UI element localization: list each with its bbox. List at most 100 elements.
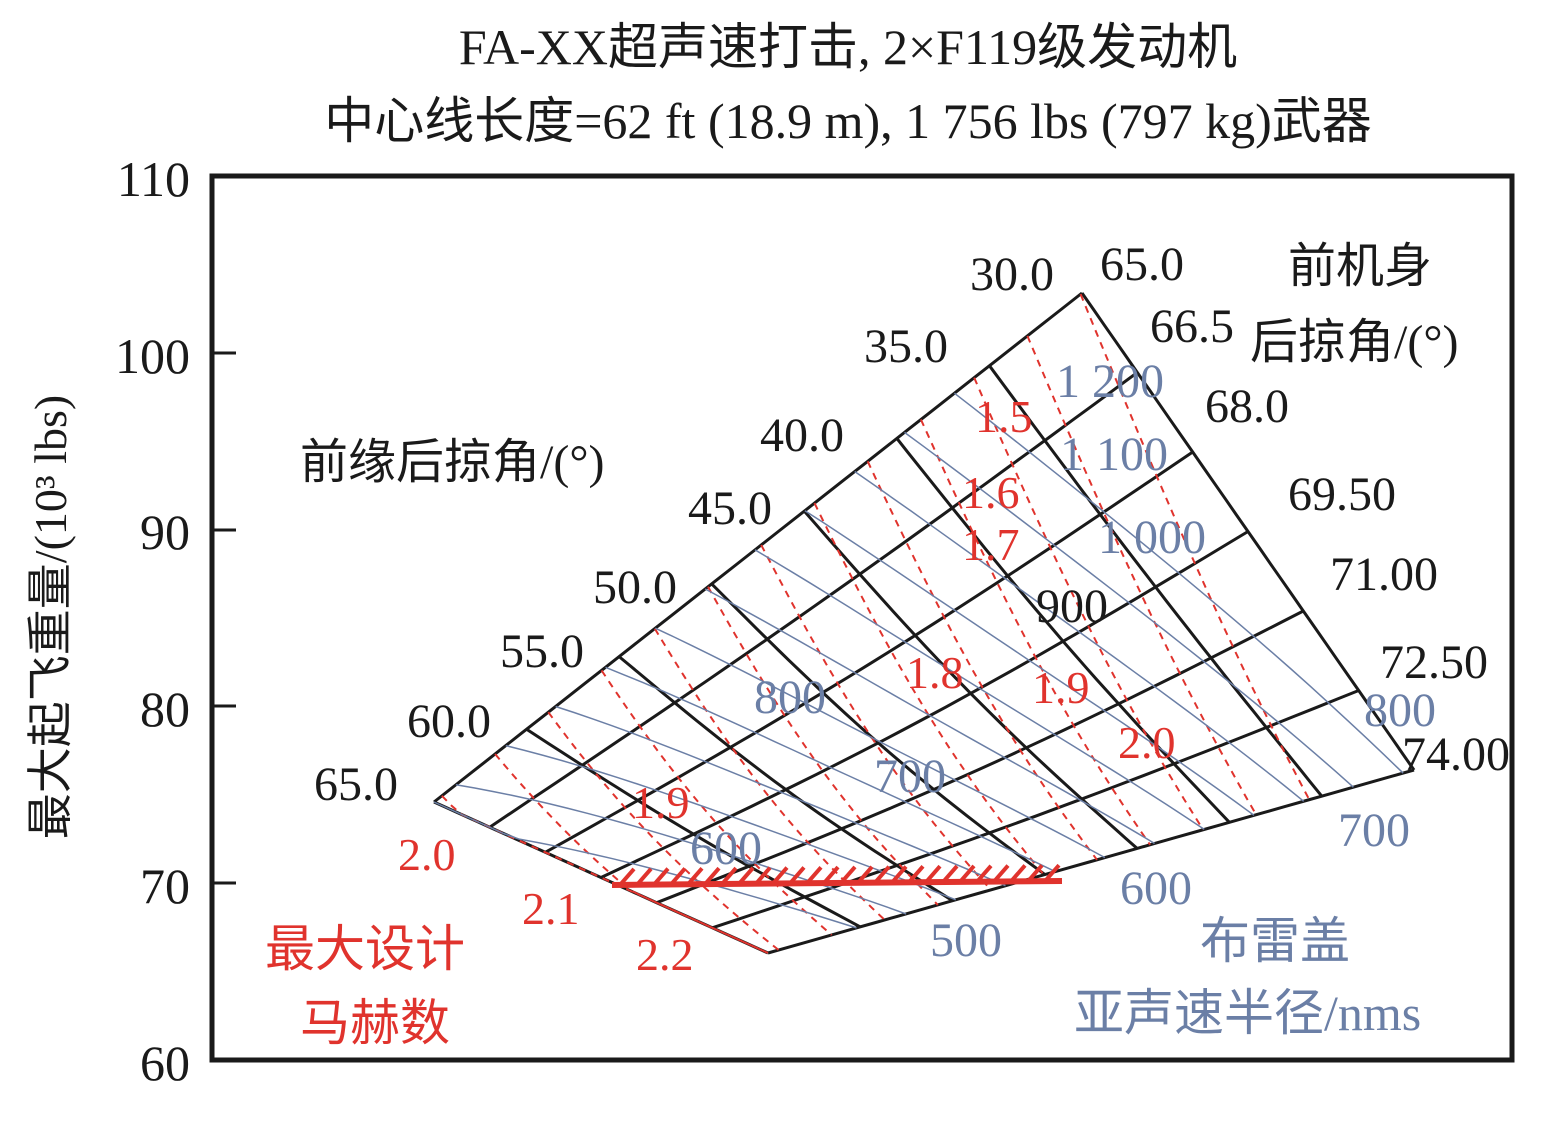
y-tick-labels: 110 100 90 80 70 60 bbox=[115, 151, 190, 1091]
mach-contour-line bbox=[973, 377, 1204, 831]
forebody-sweep-title-line2: 后掠角/(°) bbox=[1250, 316, 1459, 369]
fb-sweep-grid-line bbox=[656, 609, 1304, 905]
forebody-sweep-title-line1: 前机身 bbox=[1288, 240, 1432, 293]
fb-sweep-grid-line bbox=[767, 768, 1415, 955]
y-tick-label-110: 110 bbox=[117, 151, 190, 207]
hatch-mark bbox=[856, 865, 874, 885]
radius-label-600-right: 600 bbox=[1120, 862, 1192, 915]
mach-label-2-0-left: 2.0 bbox=[398, 829, 456, 880]
hatch-mark bbox=[907, 865, 925, 884]
mach-label-1-8: 1.8 bbox=[906, 647, 964, 698]
y-tick-label-60: 60 bbox=[140, 1035, 190, 1091]
mach-label-2-0-right: 2.0 bbox=[1118, 717, 1176, 768]
le-sweep-label-30: 30.0 bbox=[970, 248, 1054, 301]
hatch-mark bbox=[1043, 863, 1061, 883]
radius-title-line2: 亚声速半径/nms bbox=[1074, 985, 1421, 1041]
mach-label-1-7: 1.7 bbox=[962, 519, 1020, 570]
hatch-mark bbox=[1026, 863, 1044, 883]
radius-contour-line bbox=[505, 744, 957, 901]
mach-label-1-9-left: 1.9 bbox=[632, 777, 690, 828]
radius-label-700-right: 700 bbox=[1338, 804, 1410, 857]
le-sweep-label-60: 60.0 bbox=[407, 695, 491, 748]
radius-label-800-right: 800 bbox=[1364, 684, 1436, 737]
radius-label-1100: 1 100 bbox=[1060, 428, 1168, 481]
radius-label-700-left: 700 bbox=[874, 750, 946, 803]
hatch-mark bbox=[788, 866, 806, 885]
y-tick-label-90: 90 bbox=[140, 504, 190, 560]
mach-label-1-5: 1.5 bbox=[975, 391, 1033, 442]
hatch-mark bbox=[652, 867, 670, 886]
hatch-mark bbox=[669, 867, 687, 886]
mach-title-line1: 最大设计 bbox=[265, 921, 465, 977]
leading-edge-sweep-labels: 30.0 35.0 40.0 45.0 50.0 55.0 60.0 65.0 bbox=[314, 248, 1054, 811]
hatch-mark bbox=[839, 865, 857, 885]
radius-label-900: 900 bbox=[1036, 580, 1108, 633]
mach-contour-line bbox=[919, 419, 1151, 846]
leading-edge-sweep-title: 前缘后掠角/(°) bbox=[300, 436, 605, 489]
hatch-mark bbox=[737, 866, 755, 886]
fb-sweep-grid-line bbox=[544, 450, 1194, 854]
y-tick-label-80: 80 bbox=[140, 681, 190, 737]
y-axis-label: 最大起飞重量/(10³ lbs) bbox=[25, 395, 76, 839]
hatch-mark bbox=[873, 865, 891, 884]
hatch-mark bbox=[822, 865, 840, 885]
mach-label-1-6: 1.6 bbox=[962, 467, 1020, 518]
radius-contour-line bbox=[854, 470, 1305, 802]
radius-contour-line bbox=[433, 801, 857, 929]
mach-contour-line bbox=[866, 460, 1098, 861]
hatch-mark bbox=[686, 867, 704, 886]
hatch-mark bbox=[720, 866, 738, 886]
mach-title-line2: 马赫数 bbox=[300, 995, 450, 1051]
hatch-mark bbox=[890, 865, 908, 884]
radius-labels: 1 200 1 100 1 000 900 800 700 600 500 80… bbox=[690, 355, 1436, 967]
hatch-mark bbox=[958, 864, 976, 884]
hatch-mark bbox=[771, 866, 789, 885]
fb-sweep-label-74: 74.00 bbox=[1402, 728, 1510, 781]
radius-contour-line bbox=[953, 392, 1404, 774]
fb-sweep-label-68: 68.0 bbox=[1205, 380, 1289, 433]
radius-contour-lines bbox=[433, 392, 1404, 929]
mach-label-2-1: 2.1 bbox=[522, 883, 580, 934]
y-tick-label-70: 70 bbox=[140, 858, 190, 914]
hatch-mark bbox=[992, 864, 1010, 883]
plot-frame bbox=[209, 173, 1515, 1063]
y-ticks bbox=[212, 351, 236, 885]
mach-contour-line bbox=[760, 544, 992, 891]
le-sweep-label-35: 35.0 bbox=[864, 320, 948, 373]
chart-title-line1: FA-XX超声速打击, 2×F119级发动机 bbox=[459, 19, 1237, 75]
mach-label-2-2: 2.2 bbox=[636, 929, 694, 980]
fb-sweep-label-72-5: 72.50 bbox=[1380, 636, 1488, 689]
hatch-mark bbox=[924, 864, 942, 884]
hatch-mark bbox=[635, 867, 653, 887]
radius-label-1200: 1 200 bbox=[1056, 355, 1164, 408]
mach-contour-lines bbox=[441, 293, 1311, 954]
mach-label-1-9-right: 1.9 bbox=[1032, 662, 1090, 713]
hatch-mark bbox=[805, 865, 823, 885]
hatch-mark bbox=[754, 866, 772, 886]
fb-sweep-label-69-5: 69.50 bbox=[1288, 468, 1396, 521]
mach-labels: 1.5 1.6 1.7 1.8 1.9 2.0 1.9 2.0 2.1 2.2 bbox=[398, 391, 1176, 980]
radius-contour-line bbox=[654, 627, 1106, 859]
le-sweep-label-65: 65.0 bbox=[314, 758, 398, 811]
le-sweep-label-45: 45.0 bbox=[688, 482, 772, 535]
fb-sweep-grid-line bbox=[600, 530, 1249, 879]
y-tick-label-100: 100 bbox=[115, 328, 190, 384]
le-sweep-label-40: 40.0 bbox=[760, 409, 844, 462]
radius-contour-line bbox=[754, 549, 1205, 831]
radius-contour-line bbox=[804, 510, 1255, 816]
mach-contour-line bbox=[600, 669, 833, 936]
le-sweep-label-55: 55.0 bbox=[500, 625, 584, 678]
le-sweep-label-50: 50.0 bbox=[593, 561, 677, 614]
radius-label-500: 500 bbox=[930, 914, 1002, 967]
mach-contour-line bbox=[494, 753, 769, 954]
hatch-mark bbox=[941, 864, 959, 884]
radius-contour-line bbox=[605, 666, 1056, 873]
radius-title-line1: 布雷盖 bbox=[1200, 913, 1350, 969]
radius-contour-line bbox=[704, 588, 1155, 845]
max-design-line-stroke bbox=[611, 878, 1063, 888]
hatch-mark bbox=[618, 867, 636, 887]
hatch-mark bbox=[703, 866, 721, 886]
radius-label-600-left: 600 bbox=[690, 822, 762, 875]
mach-contour-line bbox=[1079, 293, 1311, 801]
